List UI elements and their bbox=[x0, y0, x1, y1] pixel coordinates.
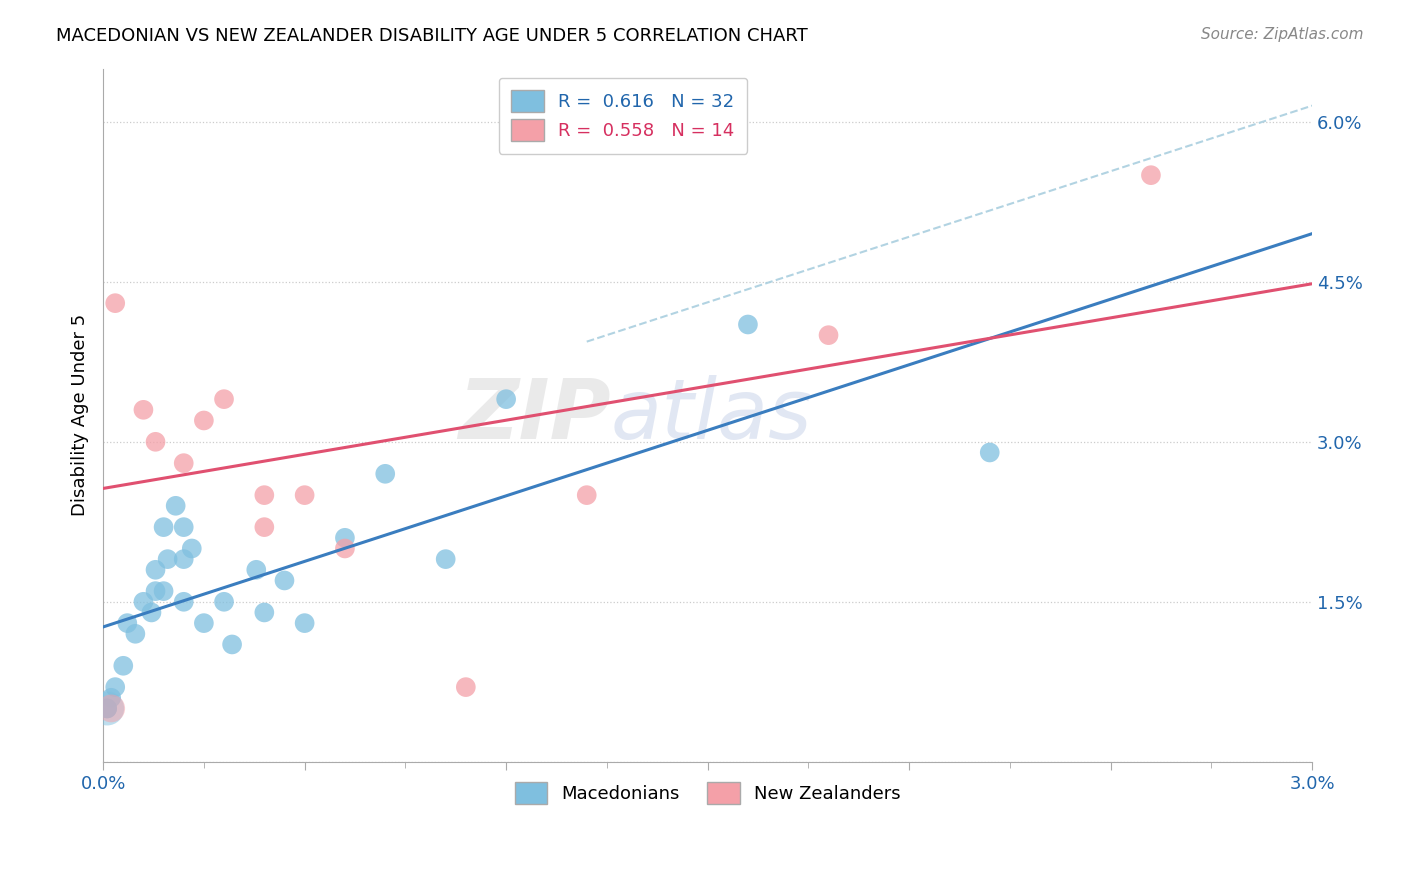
Point bbox=[156, 552, 179, 566]
Point bbox=[212, 595, 235, 609]
Point bbox=[173, 456, 195, 470]
Point bbox=[124, 627, 146, 641]
Point bbox=[145, 434, 167, 449]
Point bbox=[141, 606, 163, 620]
Point bbox=[374, 467, 396, 481]
Point bbox=[253, 606, 276, 620]
Point bbox=[96, 701, 118, 715]
Point bbox=[253, 488, 276, 502]
Point bbox=[104, 296, 127, 310]
Point bbox=[132, 402, 155, 417]
Text: atlas: atlas bbox=[612, 375, 813, 456]
Point bbox=[294, 616, 316, 631]
Point bbox=[173, 595, 195, 609]
Point bbox=[180, 541, 202, 556]
Point bbox=[253, 520, 276, 534]
Point bbox=[495, 392, 517, 406]
Point bbox=[117, 616, 139, 631]
Point bbox=[132, 595, 155, 609]
Point bbox=[173, 552, 195, 566]
Point bbox=[273, 574, 295, 588]
Point bbox=[112, 658, 135, 673]
Point bbox=[333, 531, 356, 545]
Point bbox=[145, 563, 167, 577]
Point bbox=[100, 701, 122, 715]
Point bbox=[152, 520, 174, 534]
Point bbox=[221, 637, 243, 651]
Point bbox=[979, 445, 1001, 459]
Point bbox=[454, 680, 477, 694]
Point bbox=[152, 584, 174, 599]
Point bbox=[193, 616, 215, 631]
Point bbox=[817, 328, 839, 343]
Point bbox=[173, 520, 195, 534]
Text: MACEDONIAN VS NEW ZEALANDER DISABILITY AGE UNDER 5 CORRELATION CHART: MACEDONIAN VS NEW ZEALANDER DISABILITY A… bbox=[56, 27, 808, 45]
Text: Source: ZipAtlas.com: Source: ZipAtlas.com bbox=[1201, 27, 1364, 42]
Point bbox=[333, 541, 356, 556]
Point bbox=[245, 563, 267, 577]
Point bbox=[434, 552, 457, 566]
Point bbox=[737, 318, 759, 332]
Legend: Macedonians, New Zealanders: Macedonians, New Zealanders bbox=[503, 772, 911, 815]
Point bbox=[165, 499, 187, 513]
Point bbox=[96, 701, 118, 715]
Point bbox=[575, 488, 598, 502]
Point bbox=[145, 584, 167, 599]
Point bbox=[100, 690, 122, 705]
Point bbox=[1140, 168, 1163, 182]
Point bbox=[104, 680, 127, 694]
Y-axis label: Disability Age Under 5: Disability Age Under 5 bbox=[72, 314, 89, 516]
Point bbox=[294, 488, 316, 502]
Text: ZIP: ZIP bbox=[458, 375, 612, 456]
Point bbox=[193, 413, 215, 427]
Point bbox=[212, 392, 235, 406]
Point bbox=[96, 701, 118, 715]
